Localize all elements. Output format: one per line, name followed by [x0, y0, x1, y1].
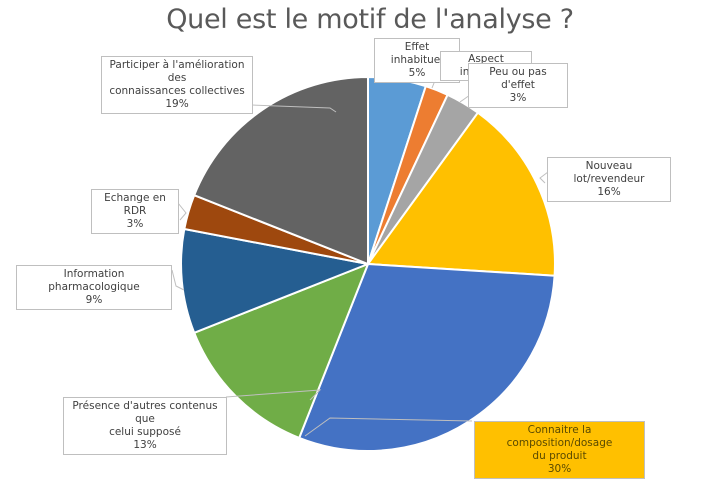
label-echange-rdr: Echange en RDR 3%	[91, 189, 179, 234]
label-text: Peu ou pas d'effet	[489, 66, 547, 91]
label-text: Présence d'autres contenus que	[72, 400, 218, 425]
label-text-2: celui supposé	[109, 426, 181, 438]
label-text: Participer à l'amélioration des	[109, 59, 245, 84]
chart-title: Quel est le motif de l'analyse ?	[166, 4, 574, 35]
label-connaitre-composition: Connaitre la composition/dosage du produ…	[474, 421, 645, 479]
label-pct: 16%	[597, 186, 621, 198]
slice-information-pharmacologique[interactable]	[180, 228, 369, 334]
label-presence-autres-contenus: Présence d'autres contenus que celui sup…	[63, 397, 227, 455]
label-text: Effet inhabituel	[390, 41, 444, 66]
label-pct: 9%	[85, 294, 103, 306]
label-pct: 5%	[408, 67, 426, 79]
label-pct: 30%	[547, 463, 572, 475]
label-pct: 3%	[126, 218, 144, 230]
label-peu-ou-pas-d-effet: Peu ou pas d'effet 3%	[468, 63, 568, 108]
slice-connaitre-composition[interactable]	[298, 263, 556, 452]
label-text-2: connaissances collectives	[109, 85, 245, 97]
label-information-pharmacologique: Information pharmacologique 9%	[16, 265, 172, 310]
label-nouveau-lot-revendeur: Nouveau lot/revendeur 16%	[547, 157, 671, 202]
label-pct: 19%	[165, 98, 189, 110]
label-text: Information pharmacologique	[48, 268, 140, 293]
slice-participer[interactable]	[193, 76, 369, 265]
label-pct: 13%	[133, 439, 157, 451]
label-text-2: du produit	[532, 450, 587, 462]
label-text: Echange en RDR	[104, 192, 166, 217]
slice-nouveau-lot[interactable]	[367, 111, 556, 277]
label-pct: 3%	[509, 92, 527, 104]
label-text: Connaitre la composition/dosage	[506, 424, 613, 449]
label-participer: Participer à l'amélioration des connaiss…	[101, 56, 253, 114]
label-text: Nouveau lot/revendeur	[573, 160, 645, 185]
